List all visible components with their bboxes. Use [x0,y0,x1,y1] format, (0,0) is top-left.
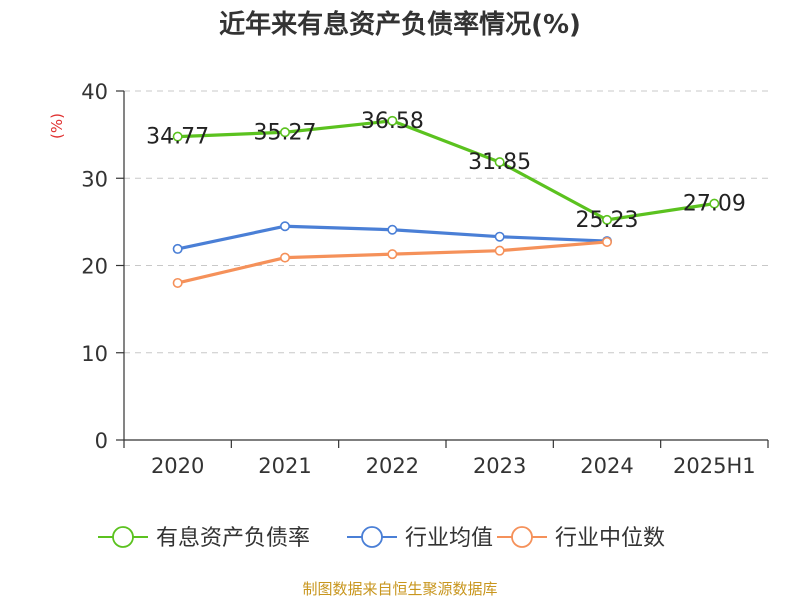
data-label: 25.23 [576,208,639,233]
legend-marker [511,526,533,548]
data-point [601,236,612,247]
x-tick-label: 2022 [366,454,419,478]
x-tick-label: 2021 [258,454,311,478]
axes [116,90,769,448]
series-group: 34.77 35.27 36.58 31.85 25.23 27.09 [146,109,746,288]
legend-label: 行业中位数 [555,526,665,551]
series-line [176,119,716,222]
legend-marker [112,526,134,548]
data-point [279,221,290,232]
data-point [387,224,398,235]
legend-label: 行业均值 [405,526,493,551]
data-point [601,214,612,225]
y-axis-label: (%) [48,113,66,139]
data-point [494,157,505,168]
data-label: 27.09 [683,192,746,217]
data-point [494,245,505,256]
data-label: 34.77 [146,125,209,150]
legend-label: 有息资产负债率 [156,526,310,551]
y-tick-label: 10 [81,342,108,366]
legend: 有息资产负债率 行业均值 行业中位数 [98,526,665,551]
data-label: 36.58 [361,109,424,134]
data-point [709,198,720,209]
source-note: 制图数据来自恒生聚源数据库 [302,580,497,598]
chart-title: 近年来有息资产负债率情况(%) [219,9,581,40]
data-point [279,127,290,138]
data-label: 31.85 [468,150,531,175]
data-point [387,115,398,126]
x-tick-label: 2023 [473,454,526,478]
x-tick-label: 2025H1 [673,454,756,478]
y-tick-label: 20 [81,255,108,279]
y-tick-label: 0 [95,429,108,453]
y-tick-label: 30 [81,167,108,191]
series-line [176,240,609,285]
tick-labels: 0 10 20 30 40 2020 2021 2022 2023 2024 2025H1 [81,80,755,478]
x-tick-label: 2020 [151,454,204,478]
data-point [172,131,183,142]
legend-marker [361,526,383,548]
grid-lines [124,90,768,354]
y-tick-label: 40 [81,80,108,104]
data-point [172,243,183,254]
x-tick-label: 2024 [580,454,633,478]
data-point [172,277,183,288]
data-label: 35.27 [254,120,317,145]
data-point [387,249,398,260]
data-point [494,231,505,242]
data-point [279,252,290,263]
